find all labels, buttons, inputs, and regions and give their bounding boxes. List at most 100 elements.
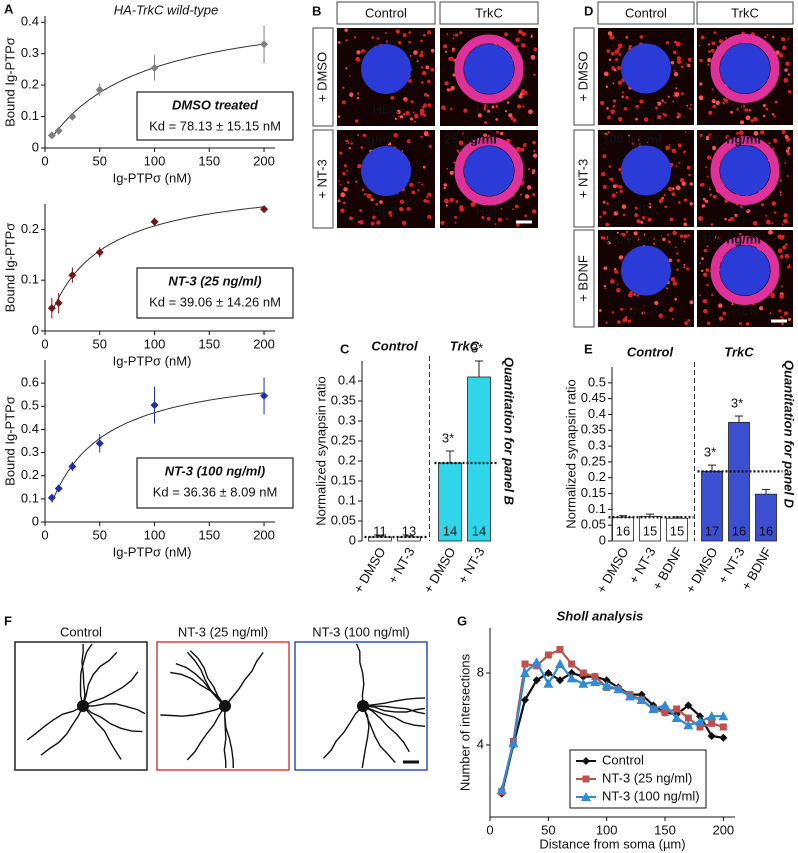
puncta [619,189,623,193]
puncta [357,163,362,169]
puncta [746,209,750,213]
puncta [360,49,365,53]
puncta [674,92,680,97]
puncta [446,168,449,170]
puncta [370,221,375,226]
cell [621,145,671,196]
count-label: 11 [373,523,387,538]
puncta [516,223,520,227]
bar [467,376,491,542]
puncta [486,109,491,114]
puncta [446,33,449,36]
puncta [491,105,495,109]
puncta [365,193,368,196]
puncta [774,100,778,104]
puncta [690,108,692,110]
column-header-box [696,1,794,25]
puncta [640,221,644,224]
puncta [699,133,703,138]
marker [555,659,565,668]
puncta [413,120,416,123]
puncta [654,301,659,306]
puncta [533,149,536,153]
puncta [470,202,476,207]
puncta [779,191,782,193]
puncta [607,131,611,134]
puncta [762,104,766,107]
puncta [676,56,682,61]
neurite [26,705,84,741]
puncta [421,81,424,84]
puncta [616,211,618,213]
puncta [403,97,407,101]
marker [582,757,590,765]
y-tick-label: 0 [32,139,39,154]
dose-label: 25 ng/ml [341,131,394,146]
marker [150,401,159,410]
panel-letter: F [4,613,12,628]
column-header: TrkC [475,5,503,20]
puncta [718,303,723,308]
puncta [616,231,619,234]
puncta [399,199,405,204]
puncta [703,272,708,277]
puncta [784,68,788,72]
puncta [699,294,701,297]
puncta [625,230,629,234]
puncta [661,196,665,200]
puncta [615,191,618,194]
puncta [612,99,617,103]
neurite [175,662,226,707]
puncta [427,30,432,35]
puncta [773,115,776,118]
column-header: Control [625,5,667,20]
puncta [625,36,629,39]
puncta [678,161,681,164]
x-tick-label: 200 [253,153,275,168]
puncta [449,197,454,203]
puncta [598,309,602,312]
puncta [681,181,686,186]
y-axis-label: Number of intersections [457,653,472,791]
puncta [772,35,775,39]
puncta [419,108,425,114]
puncta [718,316,724,321]
puncta [652,242,656,245]
cell-label: HEK [373,101,400,116]
puncta [611,193,616,198]
puncta [398,206,404,212]
puncta [686,267,690,271]
neurite [322,705,364,759]
puncta [683,234,688,239]
puncta [443,183,447,187]
puncta [639,99,644,104]
y-tick-label: 0.1 [338,492,356,507]
puncta [711,293,714,297]
puncta [451,171,454,173]
panel-letter: C [340,341,350,356]
puncta [625,95,629,100]
puncta [618,185,623,189]
value-annotation: 3* [442,430,454,445]
puncta [343,187,348,192]
puncta [531,209,537,214]
puncta [599,215,602,219]
marker [683,720,694,730]
puncta [649,202,652,205]
x-tick-label: 150 [198,153,220,168]
puncta [423,198,428,203]
puncta [408,31,411,34]
puncta [414,113,419,119]
puncta [680,65,684,69]
puncta [673,72,679,77]
puncta [515,147,521,152]
puncta [394,117,397,121]
puncta [445,204,448,207]
puncta [668,186,673,192]
puncta [494,223,497,225]
puncta [604,287,607,289]
fit-curve [51,43,264,138]
row-header: + NT-3 [314,159,329,198]
puncta [401,220,407,226]
marker [671,713,682,722]
